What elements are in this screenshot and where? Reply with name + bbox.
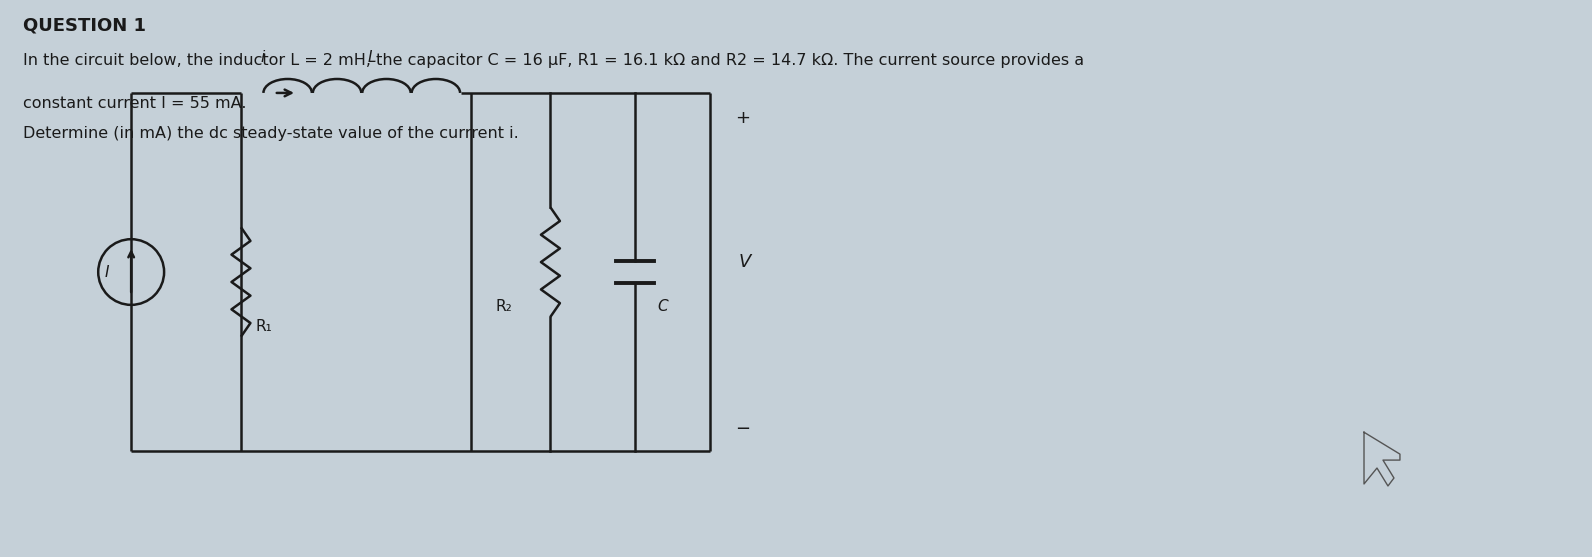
Text: constant current I = 55 mA.: constant current I = 55 mA. xyxy=(24,96,247,111)
Text: C: C xyxy=(657,299,669,314)
Text: +: + xyxy=(736,109,750,127)
Text: i: i xyxy=(261,50,264,65)
Text: L: L xyxy=(368,50,376,65)
Text: In the circuit below, the inductor L = 2 mH, the capacitor C = 16 μF, R1 = 16.1 : In the circuit below, the inductor L = 2… xyxy=(24,53,1084,68)
Text: R₁: R₁ xyxy=(256,319,272,334)
Text: V: V xyxy=(739,253,750,271)
Text: −: − xyxy=(736,420,750,438)
Text: I: I xyxy=(105,265,110,280)
Text: Determine (in mA) the dc steady-state value of the currrent i.: Determine (in mA) the dc steady-state va… xyxy=(24,126,519,141)
Text: R₂: R₂ xyxy=(495,299,513,314)
Text: QUESTION 1: QUESTION 1 xyxy=(24,16,146,35)
